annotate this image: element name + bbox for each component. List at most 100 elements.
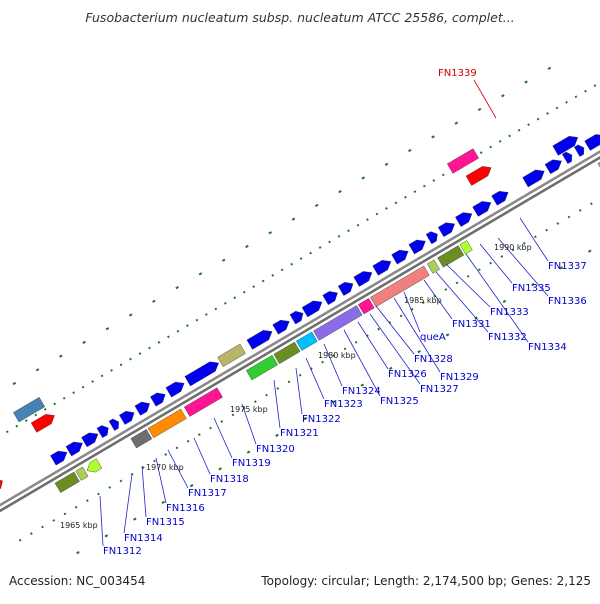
scale-tick <box>431 135 435 139</box>
scale-tick <box>343 347 347 351</box>
scale-tick <box>517 128 521 132</box>
scale-tick <box>218 467 222 471</box>
gene-arrow <box>426 259 440 274</box>
gene-arrow <box>313 305 363 341</box>
scale-tick <box>59 354 63 358</box>
gene-arrow <box>455 212 473 227</box>
scale-tick <box>132 517 137 521</box>
gene-arrow <box>165 381 185 398</box>
scale-tick <box>303 417 308 421</box>
gene-arrow <box>30 414 55 433</box>
backbone-line <box>0 155 600 513</box>
scale-tick <box>593 84 597 87</box>
scale-tick <box>375 212 379 216</box>
label-leader <box>155 457 167 504</box>
scale-tick <box>547 66 552 70</box>
gene-arrow <box>544 159 562 175</box>
scale-tick <box>590 202 593 206</box>
gene-arrow <box>391 249 409 265</box>
scale-tick <box>15 424 19 428</box>
scale-tick <box>221 258 226 262</box>
gene-arrow <box>459 240 473 255</box>
gene-label-fn1322: FN1322 <box>302 414 341 425</box>
label-leader <box>213 417 233 459</box>
scale-tick <box>164 453 168 456</box>
scale-label: 1965 kbp <box>60 521 98 530</box>
scale-tick <box>175 285 179 290</box>
gene-arrow <box>108 418 119 431</box>
scale-tick <box>404 195 407 199</box>
scale-tick <box>53 402 57 406</box>
gene-arrow <box>522 169 545 188</box>
label-leader <box>375 305 415 355</box>
gene-arrow <box>437 222 456 238</box>
scale-tick <box>268 231 273 235</box>
scale-tick <box>478 268 481 272</box>
scale-tick <box>314 203 319 207</box>
scale-tick <box>445 333 450 337</box>
scale-tick <box>280 268 284 272</box>
gene-label-fn1332: FN1332 <box>488 332 527 343</box>
scale-tick <box>502 299 507 304</box>
scale-tick <box>417 350 421 354</box>
scale-tick <box>290 262 294 266</box>
label-leader <box>273 379 281 429</box>
scale-tick <box>559 266 564 270</box>
gene-arrow <box>437 245 465 268</box>
scale-tick <box>119 479 123 483</box>
scale-tick <box>12 381 17 386</box>
scale-tick <box>220 420 224 423</box>
gene-label-fn1333: FN1333 <box>490 307 529 318</box>
gene-label-fn1314: FN1314 <box>124 533 163 544</box>
scale-tick <box>309 251 312 255</box>
scale-tick <box>85 499 89 503</box>
scale-tick <box>141 466 145 470</box>
scale-tick <box>444 288 448 291</box>
scale-tick <box>110 368 113 372</box>
label-leader <box>497 237 549 297</box>
scale-tick <box>361 176 366 180</box>
scale-tick <box>214 307 218 311</box>
scale-tick <box>508 134 512 138</box>
label-leader-lines <box>99 79 549 547</box>
label-leader <box>465 253 529 343</box>
scale-tick <box>175 446 179 450</box>
scale-tick <box>62 396 66 400</box>
scale-tick <box>91 380 94 383</box>
scale-tick <box>501 94 505 98</box>
scale-tick <box>299 257 303 261</box>
genome-backbone <box>0 150 600 513</box>
scale-tick <box>479 151 483 154</box>
scale-tick <box>546 112 549 115</box>
gene-label-fn1331: FN1331 <box>452 319 491 330</box>
label-leader <box>167 449 189 489</box>
scale-tick <box>43 408 47 411</box>
scale-tick <box>360 383 365 387</box>
label-leader <box>423 279 453 320</box>
scale-tick <box>574 95 578 99</box>
label-leader <box>369 313 421 385</box>
gene-arrow <box>130 429 153 449</box>
label-leader <box>343 329 381 397</box>
label-leader <box>305 357 325 400</box>
gene-label-fn1318: FN1318 <box>210 474 249 485</box>
scale-tick <box>298 373 302 377</box>
gene-arrow <box>425 231 438 245</box>
gene-arrow <box>50 450 68 466</box>
scale-tick <box>197 433 201 437</box>
label-leader <box>393 297 441 373</box>
scale-tick <box>104 534 109 538</box>
scale-tick <box>354 340 358 344</box>
gene-label-fn1329: FN1329 <box>440 372 479 383</box>
scale-tick <box>385 207 388 210</box>
scale-tick <box>63 512 67 516</box>
scale-tick <box>366 218 369 221</box>
gene-arrow <box>96 425 109 439</box>
gene-label-fn1315: FN1315 <box>146 517 185 528</box>
gene-label-fn1319: FN1319 <box>232 458 271 469</box>
scale-tick <box>167 335 170 339</box>
gene-arrow <box>491 191 509 206</box>
scale-tick <box>555 106 559 110</box>
scale-tick <box>413 190 417 194</box>
gene-label-fn1337: FN1337 <box>548 261 587 272</box>
